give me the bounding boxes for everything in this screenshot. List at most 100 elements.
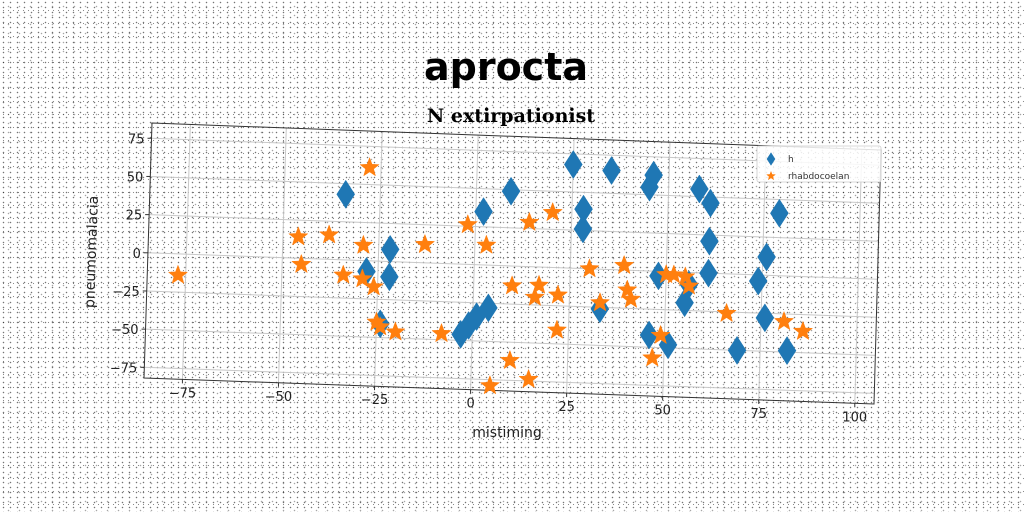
star-marker-rhabdocoelan bbox=[678, 275, 700, 295]
star-marker-rhabdocoelan bbox=[519, 211, 540, 232]
y-tick-label: 0 bbox=[133, 247, 141, 262]
diamond-marker-h bbox=[770, 198, 789, 228]
legend-entries: h rhabdocoelan bbox=[766, 152, 849, 182]
diamond-marker-h bbox=[700, 226, 719, 256]
x-gridline bbox=[854, 149, 863, 404]
star-marker-rhabdocoelan bbox=[414, 233, 436, 254]
x-gridline bbox=[758, 145, 767, 400]
star-marker-rhabdocoelan bbox=[716, 302, 737, 323]
y-tick-label: 75 bbox=[128, 132, 145, 147]
y-gridline bbox=[149, 214, 879, 242]
star-marker-rhabdocoelan bbox=[642, 347, 663, 367]
plot-area: −75 −50 −25 0 25 50 75 100 −75 −50 −25 0 25 50 75 h rha… bbox=[110, 122, 882, 425]
star-marker-rhabdocoelan bbox=[363, 276, 384, 296]
diamond-marker-h bbox=[699, 258, 718, 288]
star-marker-rhabdocoelan bbox=[792, 320, 814, 341]
y-gridline bbox=[145, 328, 876, 356]
x-gridline bbox=[374, 131, 383, 387]
star-marker-rhabdocoelan bbox=[547, 284, 569, 304]
markers bbox=[167, 150, 814, 395]
axis-ticks: −75 −50 −25 0 25 50 75 100 −75 −50 −25 0 25 50 75 bbox=[110, 132, 867, 425]
star-marker-rhabdocoelan bbox=[431, 322, 452, 343]
legend-box bbox=[756, 145, 882, 183]
diamond-marker-h bbox=[336, 179, 356, 209]
legend: h rhabdocoelan bbox=[756, 145, 882, 183]
legend-label: rhabdocoelan bbox=[788, 172, 849, 182]
star-marker-rhabdocoelan bbox=[528, 274, 550, 294]
star-marker-rhabdocoelan bbox=[675, 266, 696, 286]
star-marker-rhabdocoelan bbox=[457, 214, 478, 234]
star-marker-rhabdocoelan bbox=[499, 349, 521, 370]
star-marker-rhabdocoelan bbox=[589, 292, 611, 312]
diamond-marker-h bbox=[701, 188, 720, 218]
diamond-marker-h bbox=[479, 293, 498, 323]
x-tick-label: 25 bbox=[558, 400, 575, 415]
x-tick-label: −75 bbox=[169, 386, 196, 401]
x-tick-label: 75 bbox=[750, 407, 767, 422]
diamond-marker-h bbox=[755, 303, 775, 333]
x-tick-label: 50 bbox=[654, 403, 671, 418]
diamond-marker-h bbox=[380, 262, 399, 292]
x-tick-label: −50 bbox=[265, 390, 292, 405]
x-tick-label: 0 bbox=[466, 397, 474, 412]
star-marker-rhabdocoelan bbox=[650, 324, 671, 345]
y-tick-label: 25 bbox=[126, 209, 143, 224]
star-marker-rhabdocoelan bbox=[613, 254, 635, 275]
y-gridline bbox=[146, 290, 877, 318]
star-marker-rhabdocoelan bbox=[318, 224, 340, 244]
y-tick-label: −25 bbox=[112, 285, 139, 300]
diamond-marker-h bbox=[639, 320, 659, 350]
star-marker-rhabdocoelan bbox=[546, 319, 568, 339]
star-marker-rhabdocoelan bbox=[385, 321, 406, 341]
star-marker-rhabdocoelan bbox=[518, 368, 539, 389]
diamond-marker-h bbox=[644, 160, 663, 190]
star-marker-rhabdocoelan bbox=[479, 375, 501, 395]
x-gridline bbox=[566, 138, 575, 394]
star-marker-rhabdocoelan bbox=[620, 288, 642, 308]
diamond-marker-h bbox=[573, 214, 593, 244]
star-marker-rhabdocoelan bbox=[369, 316, 391, 336]
diamond-marker-h bbox=[602, 156, 621, 185]
diamond-marker-h bbox=[777, 336, 797, 366]
y-tick-label: 50 bbox=[127, 170, 144, 185]
x-gridline bbox=[277, 127, 287, 383]
diamond-marker-h bbox=[690, 174, 709, 204]
star-marker-rhabdocoelan bbox=[353, 234, 374, 255]
chart-subtitle: N extirpationist bbox=[427, 105, 595, 127]
legend-label: h bbox=[788, 155, 794, 165]
star-marker-rhabdocoelan bbox=[476, 234, 497, 254]
star-marker-rhabdocoelan bbox=[291, 253, 312, 274]
x-gridline bbox=[470, 135, 479, 390]
x-tick-label: −25 bbox=[361, 393, 388, 408]
star-marker-rhabdocoelan bbox=[352, 268, 373, 288]
diamond-marker-h bbox=[380, 234, 400, 264]
y-axis-label: pneumomalacia bbox=[82, 195, 102, 308]
y-gridline bbox=[144, 366, 875, 394]
star-marker-rhabdocoelan bbox=[617, 279, 638, 299]
star-marker-rhabdocoelan bbox=[542, 201, 563, 222]
chart-title: aprocta bbox=[424, 45, 588, 89]
x-tick-label: 100 bbox=[842, 410, 867, 425]
diamond-marker-h bbox=[727, 335, 747, 365]
plot-frame bbox=[143, 122, 882, 405]
star-marker-rhabdocoelan bbox=[333, 264, 354, 284]
diamond-marker-h bbox=[748, 266, 768, 296]
legend-marker-h bbox=[766, 152, 776, 166]
x-axis-label: mistiming bbox=[472, 425, 542, 441]
diamond-marker-h bbox=[757, 242, 776, 272]
diamond-marker-h bbox=[501, 176, 521, 206]
star-marker-rhabdocoelan bbox=[167, 264, 189, 284]
y-tick-label: −75 bbox=[110, 361, 137, 376]
diamond-marker-h bbox=[563, 150, 583, 179]
star-marker-rhabdocoelan bbox=[501, 275, 523, 295]
x-gridline bbox=[181, 124, 191, 380]
star-marker-rhabdocoelan bbox=[524, 286, 546, 307]
star-marker-rhabdocoelan bbox=[359, 156, 380, 177]
star-marker-rhabdocoelan bbox=[288, 226, 309, 246]
star-marker-rhabdocoelan bbox=[773, 310, 795, 331]
legend-marker-rhabdocoelan bbox=[766, 170, 776, 181]
y-tick-label: −50 bbox=[111, 323, 138, 338]
diamond-marker-h bbox=[474, 197, 493, 227]
star-marker-rhabdocoelan bbox=[663, 264, 685, 284]
